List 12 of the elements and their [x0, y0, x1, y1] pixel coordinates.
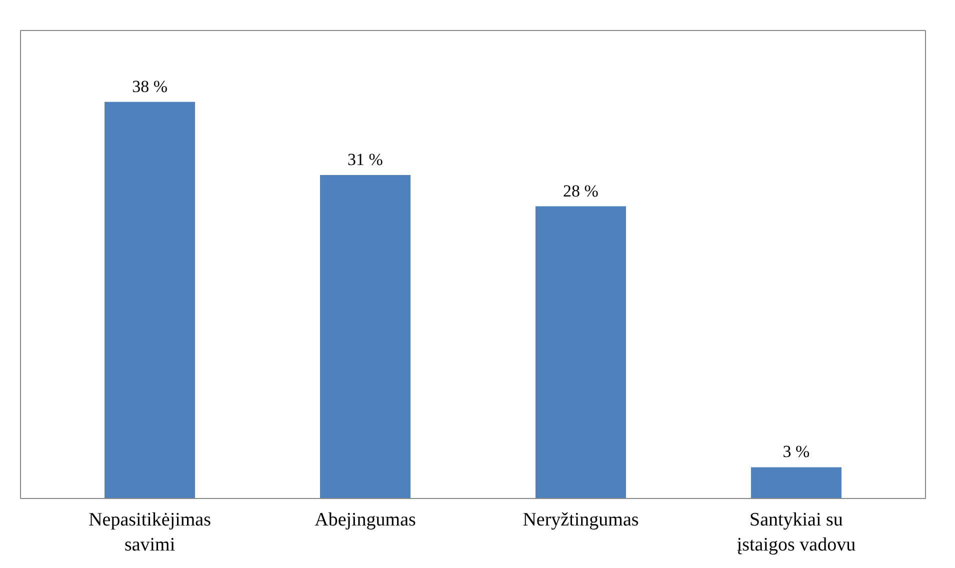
bar — [104, 102, 196, 498]
data-label: 3 % — [782, 442, 810, 462]
x-tick-label: Santykiai su įstaigos vadovu — [736, 510, 856, 556]
data-label: 31 % — [348, 150, 383, 169]
bar — [750, 467, 842, 498]
x-tick-label: Neryžtingumas — [522, 510, 639, 530]
bar — [320, 174, 411, 498]
data-label: 28 % — [563, 181, 598, 200]
x-tick-label: Abejingumas — [314, 510, 416, 530]
bar — [535, 206, 626, 498]
data-label: 38 % — [132, 76, 168, 96]
x-tick-label: Nepasitikėjimas savimi — [88, 510, 211, 556]
